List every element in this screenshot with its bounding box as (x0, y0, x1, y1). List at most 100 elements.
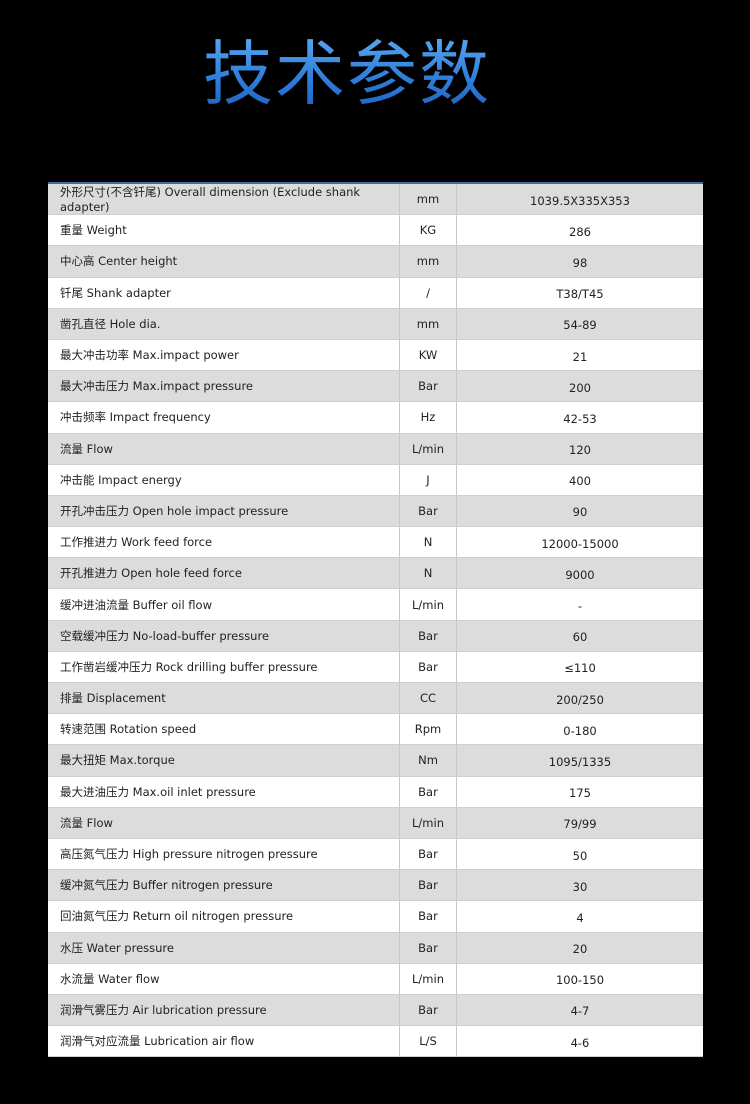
table-row: 工作凿岩缓冲压力 Rock drilling buffer pressure Ba… (48, 651, 703, 683)
table-row: 转速范围 Rotation speed Rpm 0-180 (48, 714, 703, 746)
table-row: 钎尾 Shank adapter / T38/T45 (48, 277, 703, 309)
page-title: 技术参数 (203, 33, 491, 115)
param-unit: Bar (400, 495, 457, 527)
table-row: 最大进油压力 Max.oil inlet pressure Bar 175 (48, 776, 703, 808)
param-name: 排量 Displacement (48, 683, 400, 714)
param-unit: L/min (400, 589, 457, 620)
table-row: 缓冲氮气压力 Buffer nitrogen pressure Bar 30 (48, 870, 703, 902)
table-row: 流量 Flow L/min 120 (48, 433, 703, 465)
param-value: 286 (569, 224, 591, 239)
param-value: 4-7 (570, 1004, 590, 1019)
table-row: 中心高 Center height mm 98 (48, 246, 703, 278)
param-value: 200 (569, 380, 591, 395)
table-row: 工作推进力 Work feed force N 12000-15000 (48, 527, 703, 559)
param-name: 最大冲击功率 Max.impact power (48, 339, 400, 371)
param-unit: Bar (400, 776, 457, 807)
param-unit: mm (400, 246, 457, 277)
param-name: 最大冲击压力 Max.impact pressure (48, 371, 400, 402)
param-value: 1039.5X335X353 (530, 193, 630, 208)
param-unit: N (400, 527, 457, 558)
param-name: 开孔推进力 Open hole feed force (48, 558, 400, 589)
param-name: 最大扭矩 Max.torque (48, 745, 400, 776)
param-value: ≤110 (564, 661, 596, 676)
table-row: 润滑气对应流量 Lubrication air flow L/S 4-6 (48, 1026, 703, 1058)
param-unit: L/min (400, 807, 457, 838)
param-unit: mm (400, 184, 457, 215)
param-unit: Rpm (400, 714, 457, 745)
param-value: 90 (572, 505, 588, 520)
param-value: 54-89 (563, 318, 597, 333)
param-unit: mm (400, 308, 457, 339)
table-row: 水流量 Water flow L/min 100-150 (48, 963, 703, 995)
param-name: 流量 Flow (48, 433, 400, 464)
param-value: 79/99 (563, 817, 597, 832)
table-row: 冲击能 Impact energy J 400 (48, 464, 703, 496)
param-unit: Bar (400, 901, 457, 932)
table-row: 排量 Displacement CC 200/250 (48, 683, 703, 715)
param-unit: Bar (400, 838, 457, 870)
param-unit: Nm (400, 745, 457, 776)
param-name: 冲击能 Impact energy (48, 464, 400, 495)
spec-table: 外形尺寸(不含钎尾) Overall dimension (Exclude sh… (48, 182, 703, 1058)
param-value: 4 (576, 910, 584, 925)
param-value: 9000 (565, 567, 595, 582)
param-name: 中心高 Center height (48, 246, 400, 277)
param-value: 400 (569, 474, 591, 489)
param-name: 缓冲进油流量 Buffer oil flow (48, 589, 400, 620)
param-value: 0-180 (563, 723, 597, 738)
param-unit: KG (400, 215, 457, 246)
param-name: 高压氮气压力 High pressure nitrogen pressure (48, 838, 400, 870)
param-name: 开孔冲击压力 Open hole impact pressure (48, 495, 400, 527)
param-name: 水流量 Water flow (48, 963, 400, 994)
param-unit: Bar (400, 651, 457, 682)
table-row: 空载缓冲压力 No-load-buffer pressure Bar 60 (48, 620, 703, 652)
param-value: 21 (572, 349, 588, 364)
param-unit: KW (400, 339, 457, 371)
param-name: 工作凿岩缓冲压力 Rock drilling buffer pressure (48, 651, 400, 682)
param-name: 回油氮气压力 Return oil nitrogen pressure (48, 901, 400, 932)
param-value: - (577, 599, 583, 614)
table-row: 流量 Flow L/min 79/99 (48, 807, 703, 839)
param-value: 50 (572, 848, 588, 863)
param-unit: Hz (400, 402, 457, 433)
param-value: 30 (572, 879, 588, 894)
param-unit: / (400, 277, 457, 308)
param-value: 98 (572, 255, 588, 270)
table-row: 最大冲击压力 Max.impact pressure Bar 200 (48, 371, 703, 403)
table-row: 润滑气雾压力 Air lubrication pressure Bar 4-7 (48, 994, 703, 1027)
param-value: 120 (569, 443, 591, 458)
param-unit: N (400, 558, 457, 589)
param-name: 缓冲氮气压力 Buffer nitrogen pressure (48, 870, 400, 901)
param-name: 最大进油压力 Max.oil inlet pressure (48, 776, 400, 807)
param-name: 工作推进力 Work feed force (48, 527, 400, 558)
param-name: 润滑气对应流量 Lubrication air flow (48, 1026, 400, 1057)
param-value: T38/T45 (556, 287, 604, 302)
param-unit: L/min (400, 433, 457, 464)
param-name: 流量 Flow (48, 807, 400, 838)
param-value: 12000-15000 (541, 536, 619, 551)
table-row: 冲击频率 Impact frequency Hz 42-53 (48, 402, 703, 434)
table-row: 外形尺寸(不含钎尾) Overall dimension (Exclude sh… (48, 184, 703, 216)
param-value: 200/250 (556, 692, 604, 707)
param-value: 175 (569, 786, 591, 801)
table-row: 高压氮气压力 High pressure nitrogen pressure Ba… (48, 838, 703, 871)
param-name: 冲击频率 Impact frequency (48, 402, 400, 433)
param-name: 凿孔直径 Hole dia. (48, 308, 400, 339)
param-unit: Bar (400, 371, 457, 402)
table-row: 最大冲击功率 Max.impact power KW 21 (48, 339, 703, 372)
table-row: 凿孔直径 Hole dia. mm 54-89 (48, 308, 703, 340)
param-value: 4-6 (570, 1035, 590, 1050)
table-row: 缓冲进油流量 Buffer oil flow L/min - (48, 589, 703, 621)
param-value: 20 (572, 942, 588, 957)
param-name: 润滑气雾压力 Air lubrication pressure (48, 994, 400, 1026)
table-row: 开孔推进力 Open hole feed force N 9000 (48, 558, 703, 590)
param-value: 60 (572, 630, 588, 645)
param-value: 1095/1335 (548, 754, 612, 769)
param-unit: CC (400, 683, 457, 714)
param-name: 钎尾 Shank adapter (48, 277, 400, 308)
param-value: 100-150 (555, 973, 605, 988)
param-name: 重量 Weight (48, 215, 400, 246)
param-unit: Bar (400, 994, 457, 1026)
param-name: 转速范围 Rotation speed (48, 714, 400, 745)
table-row: 重量 Weight KG 286 (48, 215, 703, 247)
